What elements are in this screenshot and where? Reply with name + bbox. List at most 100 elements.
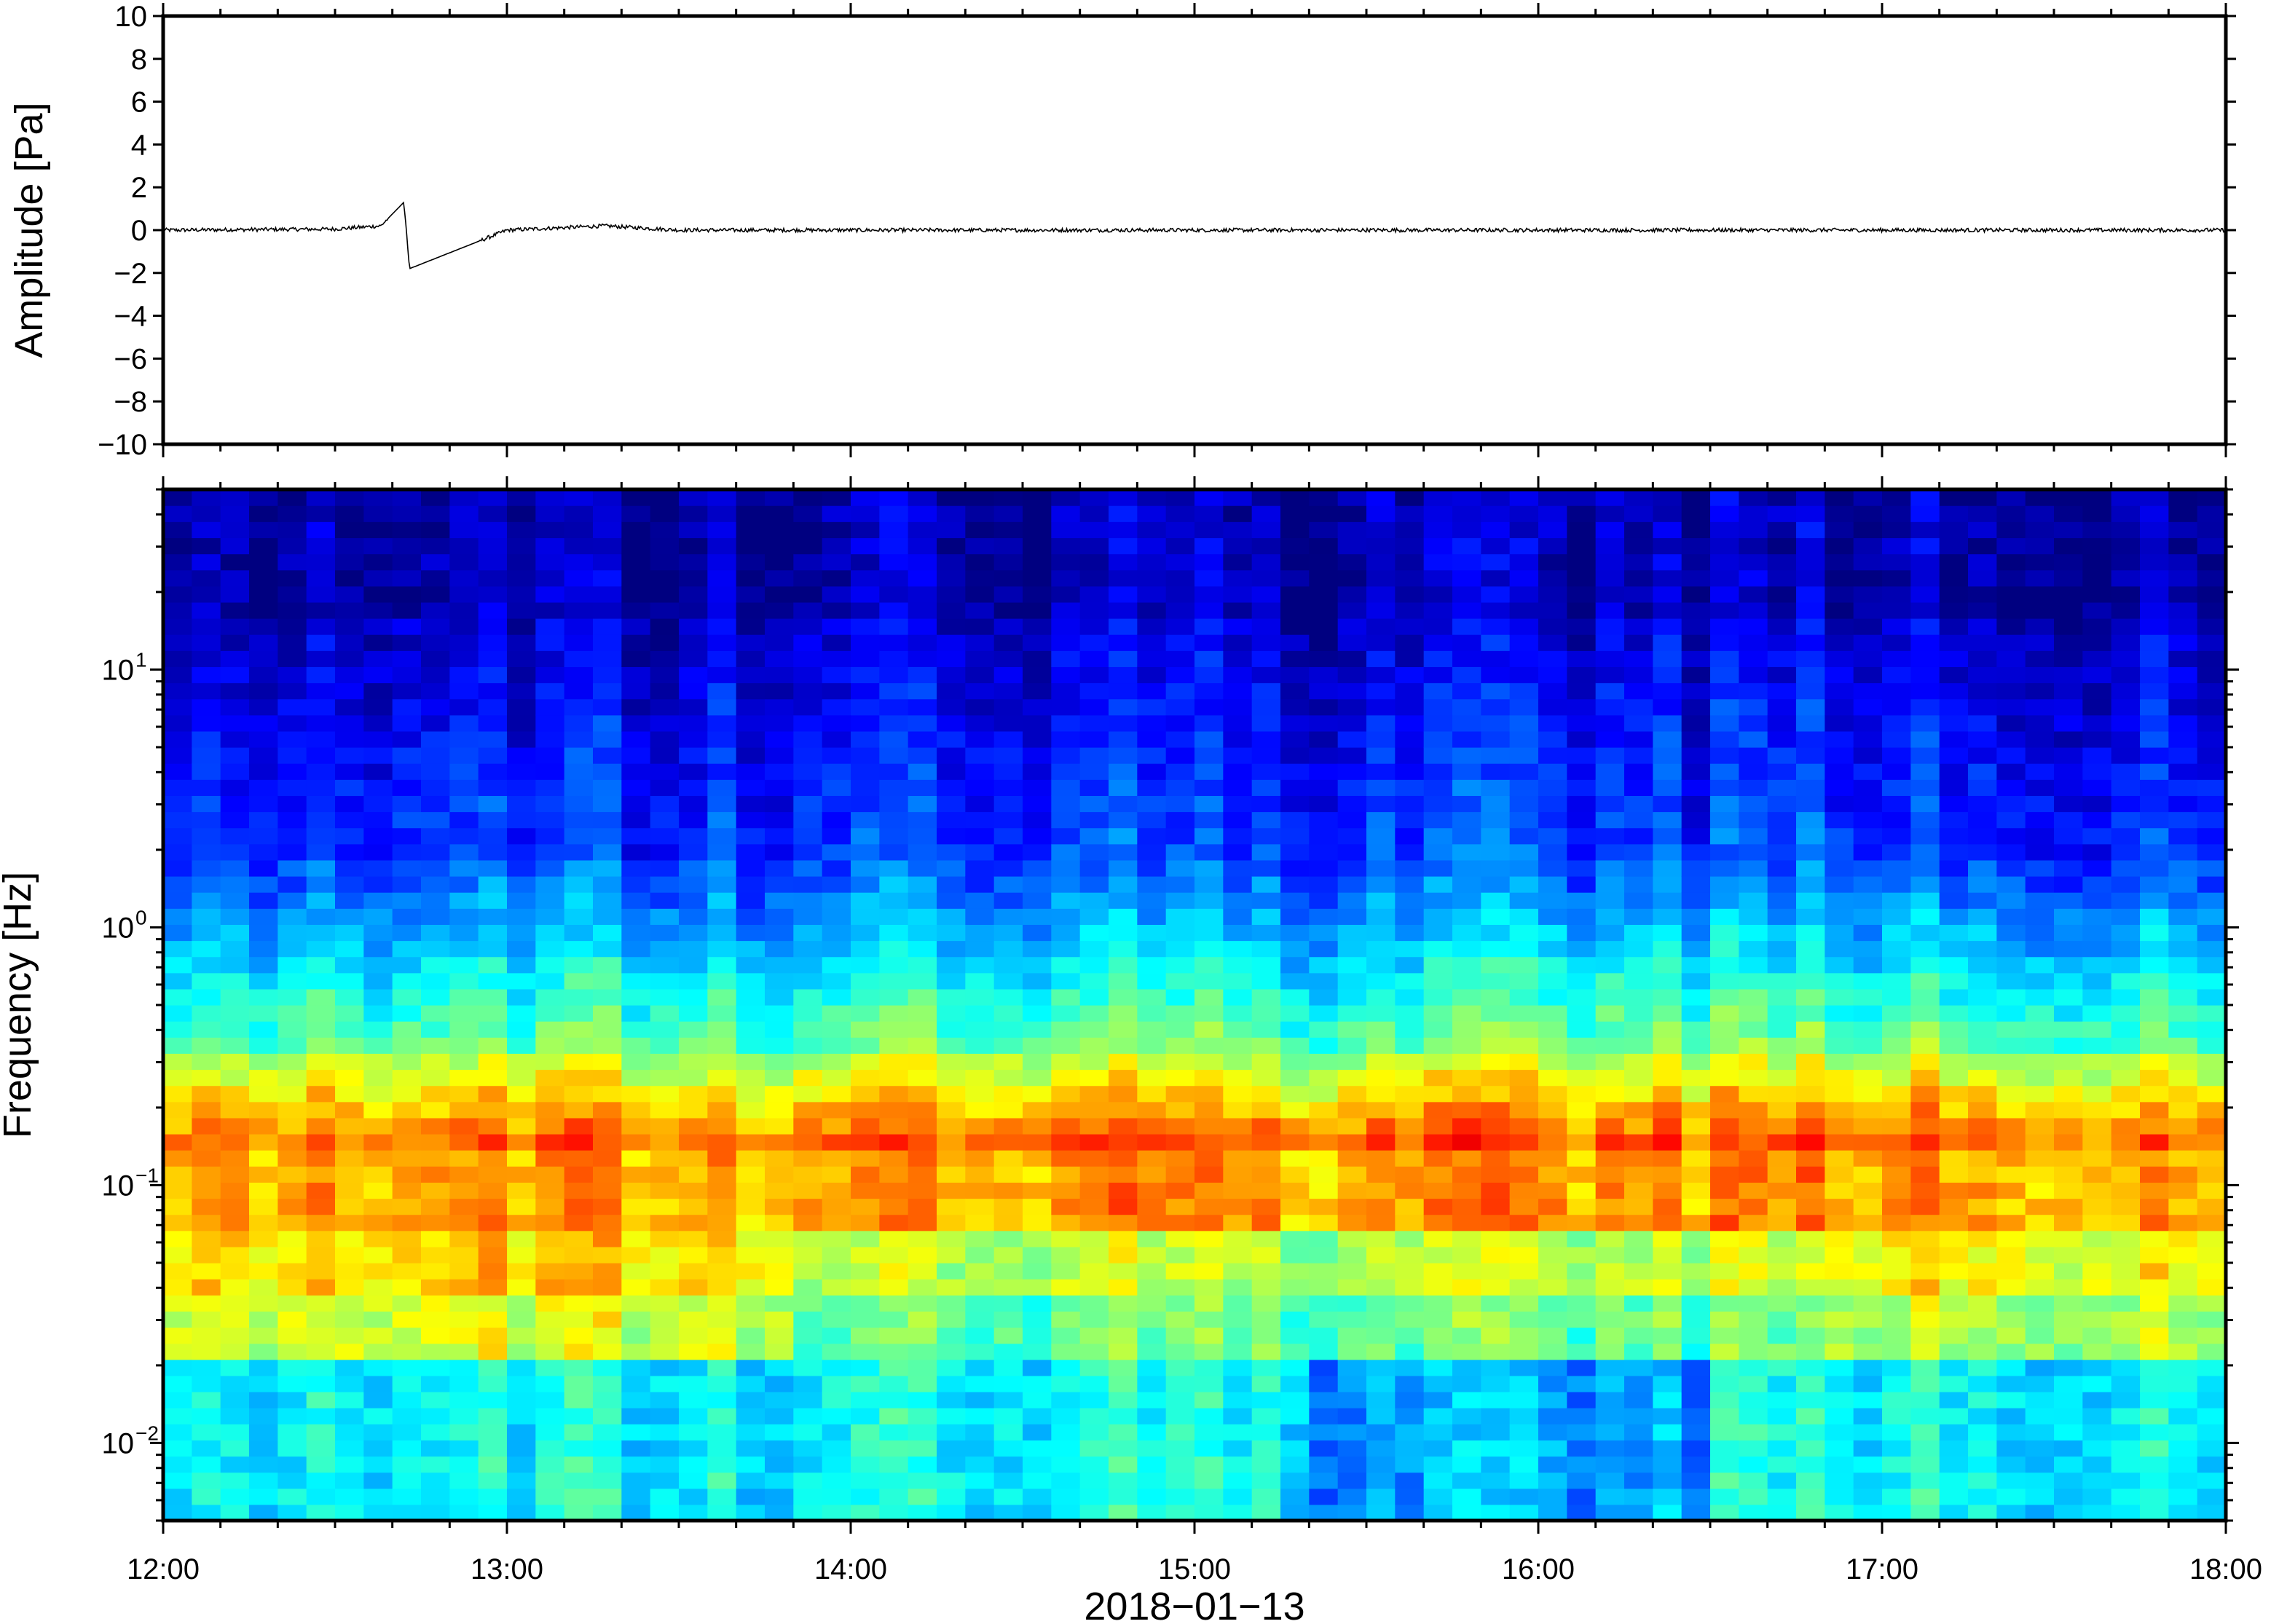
- spectrogram-cell: [650, 1021, 680, 1038]
- spectrogram-cell: [736, 1408, 765, 1424]
- spectrogram-cell: [335, 1456, 364, 1473]
- spectrogram-cell: [879, 924, 909, 942]
- spectrogram-cell: [1423, 1069, 1453, 1087]
- spectrogram-cell: [937, 1037, 966, 1054]
- spectrogram-cell: [1137, 1424, 1167, 1440]
- spectrogram-cell: [965, 1230, 995, 1247]
- spectrogram-cell: [593, 1375, 622, 1392]
- spectrogram-cell: [1739, 972, 1768, 990]
- spectrogram-cell: [278, 1392, 307, 1408]
- spectrogram-cell: [2082, 747, 2112, 764]
- spectrogram-cell: [1194, 1440, 1224, 1457]
- spectrogram-cell: [2140, 537, 2169, 555]
- spectrogram-cell: [163, 1311, 192, 1328]
- spectrogram-cell: [1280, 924, 1310, 942]
- spectrogram-cell: [2168, 650, 2198, 667]
- spectrogram-cell: [621, 1214, 651, 1231]
- spectrogram-cell: [449, 650, 479, 667]
- spectrogram-cell: [1538, 714, 1567, 732]
- spectrogram-cell: [249, 1166, 278, 1183]
- spectrogram-cell: [449, 1343, 479, 1360]
- spectrogram-cell: [1194, 618, 1224, 635]
- spectrogram-cell: [679, 779, 708, 796]
- spectrogram-cell: [192, 1504, 221, 1521]
- spectrogram-cell: [851, 1327, 880, 1344]
- spectrogram-cell: [220, 892, 250, 909]
- spectrogram-cell: [2197, 924, 2227, 942]
- spectrogram-ticks: [150, 476, 2239, 1534]
- spectrogram-cell: [879, 1150, 909, 1167]
- spectrogram-cell: [1681, 1246, 1711, 1264]
- spectrogram-cell: [679, 940, 708, 958]
- spectrogram-cell: [1223, 1021, 1253, 1038]
- spectrogram-cell: [449, 1375, 479, 1392]
- spectrogram-cell: [2025, 988, 2055, 1006]
- spectrogram-cell: [1137, 1440, 1167, 1457]
- spectrogram-cell: [478, 1456, 508, 1473]
- spectrogram-cell: [1996, 1246, 2026, 1264]
- spectrogram-cell: [2111, 1101, 2141, 1119]
- spectrogram-cell: [1194, 827, 1224, 845]
- spectrogram-cell: [1853, 1504, 1883, 1521]
- spectrogram-cell: [249, 1182, 278, 1199]
- spectrogram-cell: [1137, 1037, 1167, 1054]
- spectrogram-cell: [765, 1150, 794, 1167]
- spectrogram-cell: [1567, 1472, 1597, 1489]
- spectrogram-cell: [363, 682, 393, 700]
- spectrogram-cell: [1023, 1279, 1052, 1296]
- spectrogram-cell: [1280, 972, 1310, 990]
- spectrogram-cell: [1423, 843, 1453, 861]
- spectrogram-cell: [1853, 602, 1883, 619]
- spectrogram-cell: [2111, 1424, 2141, 1440]
- spectrogram-cell: [564, 1424, 594, 1440]
- spectrogram-cell: [822, 908, 851, 925]
- spectrogram-cell: [1251, 634, 1281, 651]
- spectrogram-cell: [335, 1134, 364, 1151]
- spectrogram-cell: [1624, 634, 1653, 651]
- spectrogram-cell: [1739, 1117, 1768, 1135]
- spectrogram-cell: [2140, 505, 2169, 522]
- spectrogram-cell: [793, 698, 823, 716]
- spectrogram-cell: [793, 859, 823, 877]
- spectrogram-cell: [192, 586, 221, 603]
- spectrogram-cell: [621, 1488, 651, 1505]
- spectrogram-cell: [822, 1021, 851, 1038]
- spectrogram-cell: [1366, 1456, 1396, 1473]
- spectrogram-cell: [2082, 1504, 2112, 1521]
- spectrogram-cell: [1825, 489, 1854, 506]
- spectrogram-cell: [1509, 1279, 1539, 1296]
- spectrogram-cell: [1223, 763, 1253, 780]
- spectrogram-cell: [278, 1214, 307, 1231]
- spectrogram-cell: [1452, 1021, 1481, 1038]
- spectrogram-cell: [1337, 988, 1367, 1006]
- spectrogram-cell: [1223, 1053, 1253, 1071]
- spectrogram-cell: [421, 1134, 450, 1151]
- spectrogram-cell: [2140, 1504, 2169, 1521]
- spectrogram-cell: [1109, 553, 1138, 571]
- spectrogram-cell: [507, 843, 536, 861]
- spectrogram-cell: [879, 988, 909, 1006]
- spectrogram-cell: [306, 1440, 336, 1457]
- spectrogram-cell: [2054, 521, 2083, 538]
- spectrogram-cell: [1280, 505, 1310, 522]
- spectrogram-cell: [2025, 1392, 2055, 1408]
- spectrogram-cell: [421, 730, 450, 748]
- spectrogram-cell: [2054, 1263, 2083, 1280]
- spectrogram-cell: [306, 553, 336, 571]
- spectrogram-cell: [335, 1343, 364, 1360]
- spectrogram-cell: [1023, 811, 1052, 829]
- spectrogram-cell: [278, 618, 307, 635]
- spectrogram-cell: [421, 763, 450, 780]
- spectrogram-cell: [707, 1472, 737, 1489]
- spectrogram-cell: [1194, 698, 1224, 716]
- spectrogram-cell: [2168, 1488, 2198, 1505]
- spectrogram-cell: [1395, 795, 1425, 813]
- spectrogram-cell: [2025, 747, 2055, 764]
- spectrogram-cell: [392, 1392, 422, 1408]
- spectrogram-cell: [1767, 1101, 1797, 1119]
- spectrogram-cell: [1165, 1488, 1195, 1505]
- spectrogram-cell: [1538, 634, 1567, 651]
- spectrogram-cell: [1280, 602, 1310, 619]
- spectrogram-cell: [1595, 876, 1625, 893]
- spectrogram-cell: [363, 1408, 393, 1424]
